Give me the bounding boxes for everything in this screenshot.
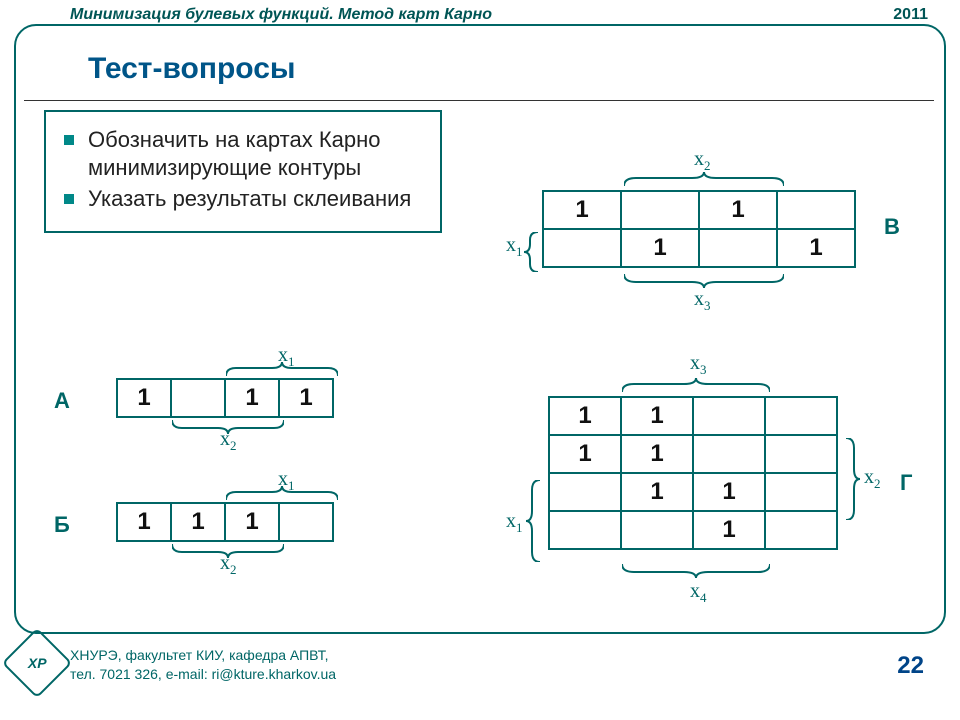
cell (171, 379, 225, 417)
var-x2: x2 (220, 552, 237, 578)
cell: 1 (279, 379, 333, 417)
var-x1: x1 (278, 468, 295, 494)
cell (621, 511, 693, 549)
header-title: Минимизация булевых функций. Метод карт … (70, 6, 492, 24)
question-box: Обозначить на картах Карно минимизирующи… (44, 110, 442, 233)
kmap-G: 1 1 1 1 1 1 1 (548, 396, 838, 550)
university-logo: ХР (2, 628, 73, 699)
kmap-A: 1 1 1 (116, 378, 334, 418)
label-B: Б (54, 512, 70, 538)
cell (765, 473, 837, 511)
question-text: Обозначить на картах Карно минимизирующи… (88, 126, 426, 181)
var-x2: x2 (220, 428, 237, 454)
cell: 1 (621, 397, 693, 435)
bullet-icon (64, 194, 74, 204)
header-year: 2011 (893, 6, 928, 24)
cell (765, 435, 837, 473)
cell: 1 (621, 435, 693, 473)
cell: 1 (621, 229, 699, 267)
page-number: 22 (897, 652, 924, 680)
cell: 1 (225, 503, 279, 541)
footer-line: ХНУРЭ, факультет КИУ, кафедра АПВТ, (70, 646, 336, 665)
slide-title: Тест-вопросы (88, 52, 296, 86)
label-G: Г (900, 470, 912, 496)
label-A: А (54, 388, 70, 414)
kmap-V: 1 1 1 1 (542, 190, 856, 268)
question-item: Обозначить на картах Карно минимизирующи… (60, 126, 426, 181)
cell (699, 229, 777, 267)
cell: 1 (543, 191, 621, 229)
cell (765, 397, 837, 435)
cell: 1 (171, 503, 225, 541)
var-x2: x2 (864, 466, 881, 492)
var-x1: x1 (506, 510, 523, 536)
question-text: Указать результаты склеивания (88, 185, 411, 213)
var-x3: x3 (694, 288, 711, 314)
footer: ХНУРЭ, факультет КИУ, кафедра АПВТ, тел.… (70, 646, 336, 684)
var-x2: x2 (694, 148, 711, 174)
cell: 1 (693, 473, 765, 511)
cell (549, 473, 621, 511)
cell: 1 (225, 379, 279, 417)
cell (279, 503, 333, 541)
cell (693, 397, 765, 435)
var-x3: x3 (690, 352, 707, 378)
cell (765, 511, 837, 549)
logo-text: ХР (28, 655, 47, 671)
question-item: Указать результаты склеивания (60, 185, 426, 213)
cell: 1 (699, 191, 777, 229)
footer-line: тел. 7021 326, e-mail: ri@kture.kharkov.… (70, 665, 336, 684)
label-V: В (884, 214, 900, 240)
cell (777, 191, 855, 229)
var-x1: x1 (278, 344, 295, 370)
cell (621, 191, 699, 229)
cell (693, 435, 765, 473)
cell: 1 (621, 473, 693, 511)
cell: 1 (549, 397, 621, 435)
kmap-B: 1 1 1 (116, 502, 334, 542)
var-x1: x1 (506, 234, 523, 260)
cell: 1 (693, 511, 765, 549)
cell: 1 (777, 229, 855, 267)
title-divider (24, 100, 934, 101)
cell: 1 (117, 379, 171, 417)
bullet-icon (64, 135, 74, 145)
cell: 1 (117, 503, 171, 541)
cell: 1 (549, 435, 621, 473)
var-x4: x4 (690, 580, 707, 606)
cell (549, 511, 621, 549)
cell (543, 229, 621, 267)
